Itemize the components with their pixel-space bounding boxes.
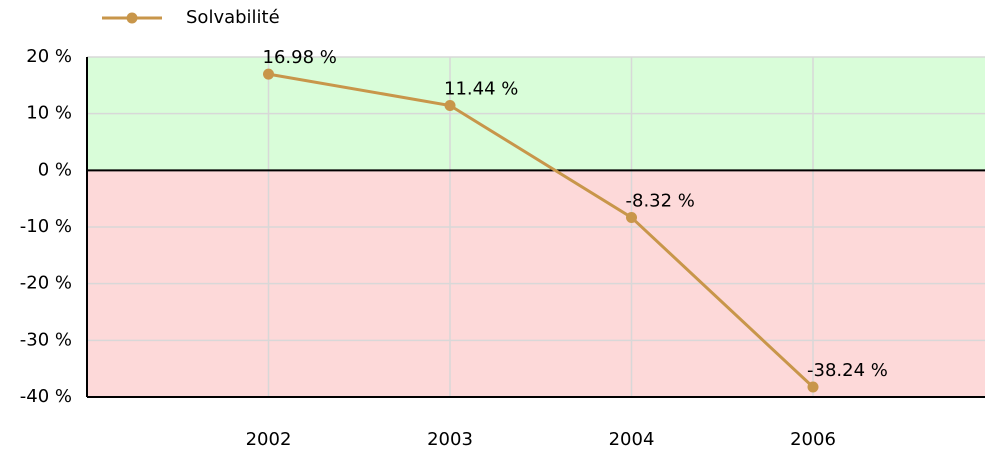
data-point: [263, 68, 274, 80]
x-tick-label: 2004: [609, 429, 655, 450]
data-label: 16.98 %: [263, 47, 337, 68]
y-tick-label: -20 %: [20, 273, 72, 294]
y-tick-label: 0 %: [38, 159, 72, 180]
data-label: -38.24 %: [807, 360, 888, 381]
y-tick-label: 10 %: [26, 103, 72, 124]
y-tick-label: -40 %: [20, 386, 72, 407]
data-point: [444, 100, 456, 112]
x-tick-label: 2006: [790, 429, 836, 450]
y-tick-label: -30 %: [20, 329, 72, 350]
data-label: -8.32 %: [626, 190, 695, 211]
data-label: 11.44 %: [444, 79, 518, 100]
data-point: [626, 211, 637, 223]
y-tick-label: 20 %: [26, 46, 72, 67]
series-line: [268, 72, 815, 389]
x-tick-label: 2003: [427, 429, 473, 450]
x-tick-label: 2002: [246, 429, 292, 450]
y-tick-label: -10 %: [20, 216, 72, 237]
legend-label: Solvabilité: [186, 7, 280, 28]
data-point: [807, 381, 819, 393]
legend-marker: [126, 12, 138, 24]
